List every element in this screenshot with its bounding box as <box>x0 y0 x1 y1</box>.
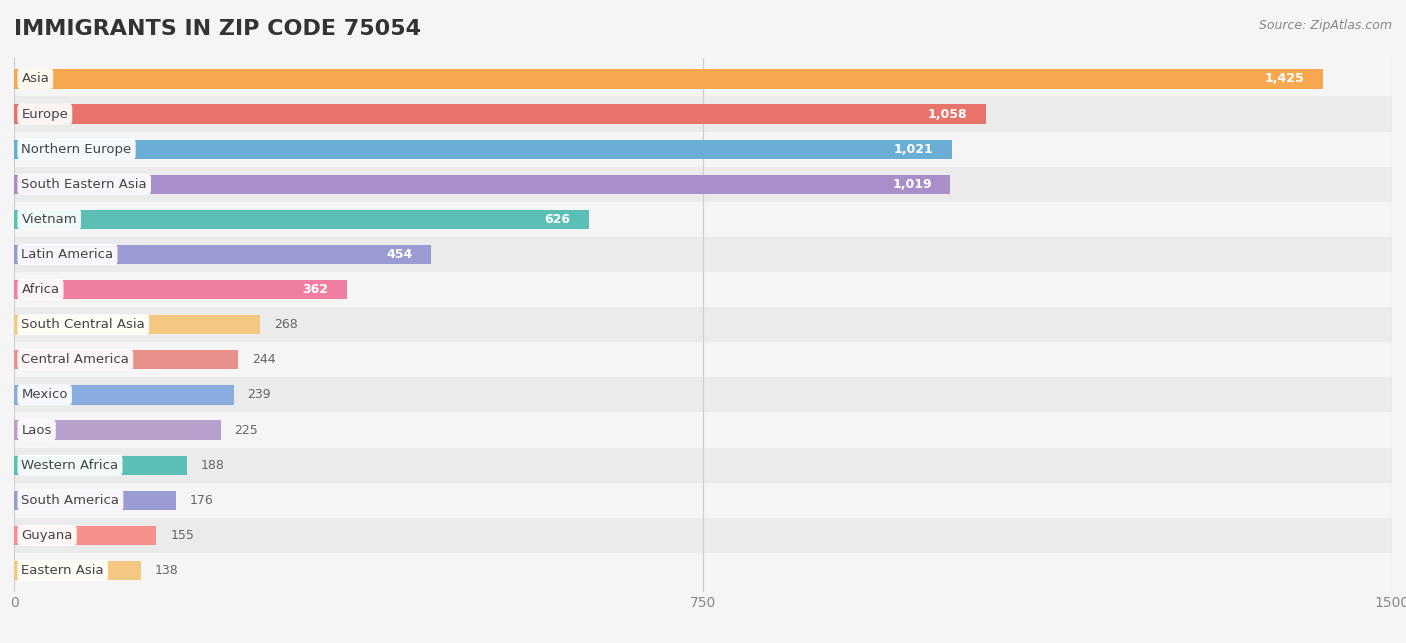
Text: Mexico: Mexico <box>21 388 67 401</box>
Bar <box>14 491 176 510</box>
Text: Central America: Central America <box>21 353 129 367</box>
Text: 239: 239 <box>247 388 271 401</box>
Text: Europe: Europe <box>21 107 69 120</box>
Text: 268: 268 <box>274 318 298 331</box>
Text: 362: 362 <box>302 283 328 296</box>
Bar <box>14 167 1392 202</box>
Bar <box>14 104 986 123</box>
Bar <box>14 210 589 229</box>
Text: 244: 244 <box>252 353 276 367</box>
Bar <box>14 280 347 299</box>
Bar <box>14 455 187 475</box>
Text: Africa: Africa <box>21 283 59 296</box>
Bar <box>14 413 1392 448</box>
Bar <box>14 421 221 440</box>
Text: 1,058: 1,058 <box>928 107 967 120</box>
Bar <box>14 61 1392 96</box>
Bar <box>14 315 260 334</box>
Text: Western Africa: Western Africa <box>21 458 118 472</box>
Bar <box>14 272 1392 307</box>
Text: South America: South America <box>21 494 120 507</box>
Bar <box>14 96 1392 132</box>
Text: Laos: Laos <box>21 424 52 437</box>
Text: Asia: Asia <box>21 73 49 86</box>
Text: Source: ZipAtlas.com: Source: ZipAtlas.com <box>1258 19 1392 32</box>
Bar <box>14 350 238 370</box>
Text: 1,021: 1,021 <box>894 143 934 156</box>
Text: South Central Asia: South Central Asia <box>21 318 145 331</box>
Text: Vietnam: Vietnam <box>21 213 77 226</box>
Bar <box>14 385 233 404</box>
Text: 225: 225 <box>235 424 259 437</box>
Text: 155: 155 <box>170 529 194 542</box>
Text: 1,019: 1,019 <box>891 177 932 191</box>
Bar <box>14 483 1392 518</box>
Text: Eastern Asia: Eastern Asia <box>21 564 104 577</box>
Bar <box>14 561 141 580</box>
Bar <box>14 245 432 264</box>
Text: 188: 188 <box>201 458 225 472</box>
Bar <box>14 140 952 159</box>
Text: 176: 176 <box>190 494 214 507</box>
Bar <box>14 237 1392 272</box>
Bar <box>14 518 1392 553</box>
Bar <box>14 526 156 545</box>
Text: Guyana: Guyana <box>21 529 73 542</box>
Text: South Eastern Asia: South Eastern Asia <box>21 177 148 191</box>
Bar <box>14 342 1392 377</box>
Bar <box>14 307 1392 342</box>
Bar <box>14 553 1392 588</box>
Text: IMMIGRANTS IN ZIP CODE 75054: IMMIGRANTS IN ZIP CODE 75054 <box>14 19 420 39</box>
Bar <box>14 69 1323 89</box>
Text: 1,425: 1,425 <box>1265 73 1305 86</box>
Text: Latin America: Latin America <box>21 248 114 261</box>
Bar <box>14 377 1392 413</box>
Text: 454: 454 <box>387 248 413 261</box>
Text: 138: 138 <box>155 564 179 577</box>
Bar <box>14 448 1392 483</box>
Text: 626: 626 <box>544 213 571 226</box>
Bar <box>14 202 1392 237</box>
Text: Northern Europe: Northern Europe <box>21 143 132 156</box>
Bar <box>14 175 950 194</box>
Bar <box>14 132 1392 167</box>
